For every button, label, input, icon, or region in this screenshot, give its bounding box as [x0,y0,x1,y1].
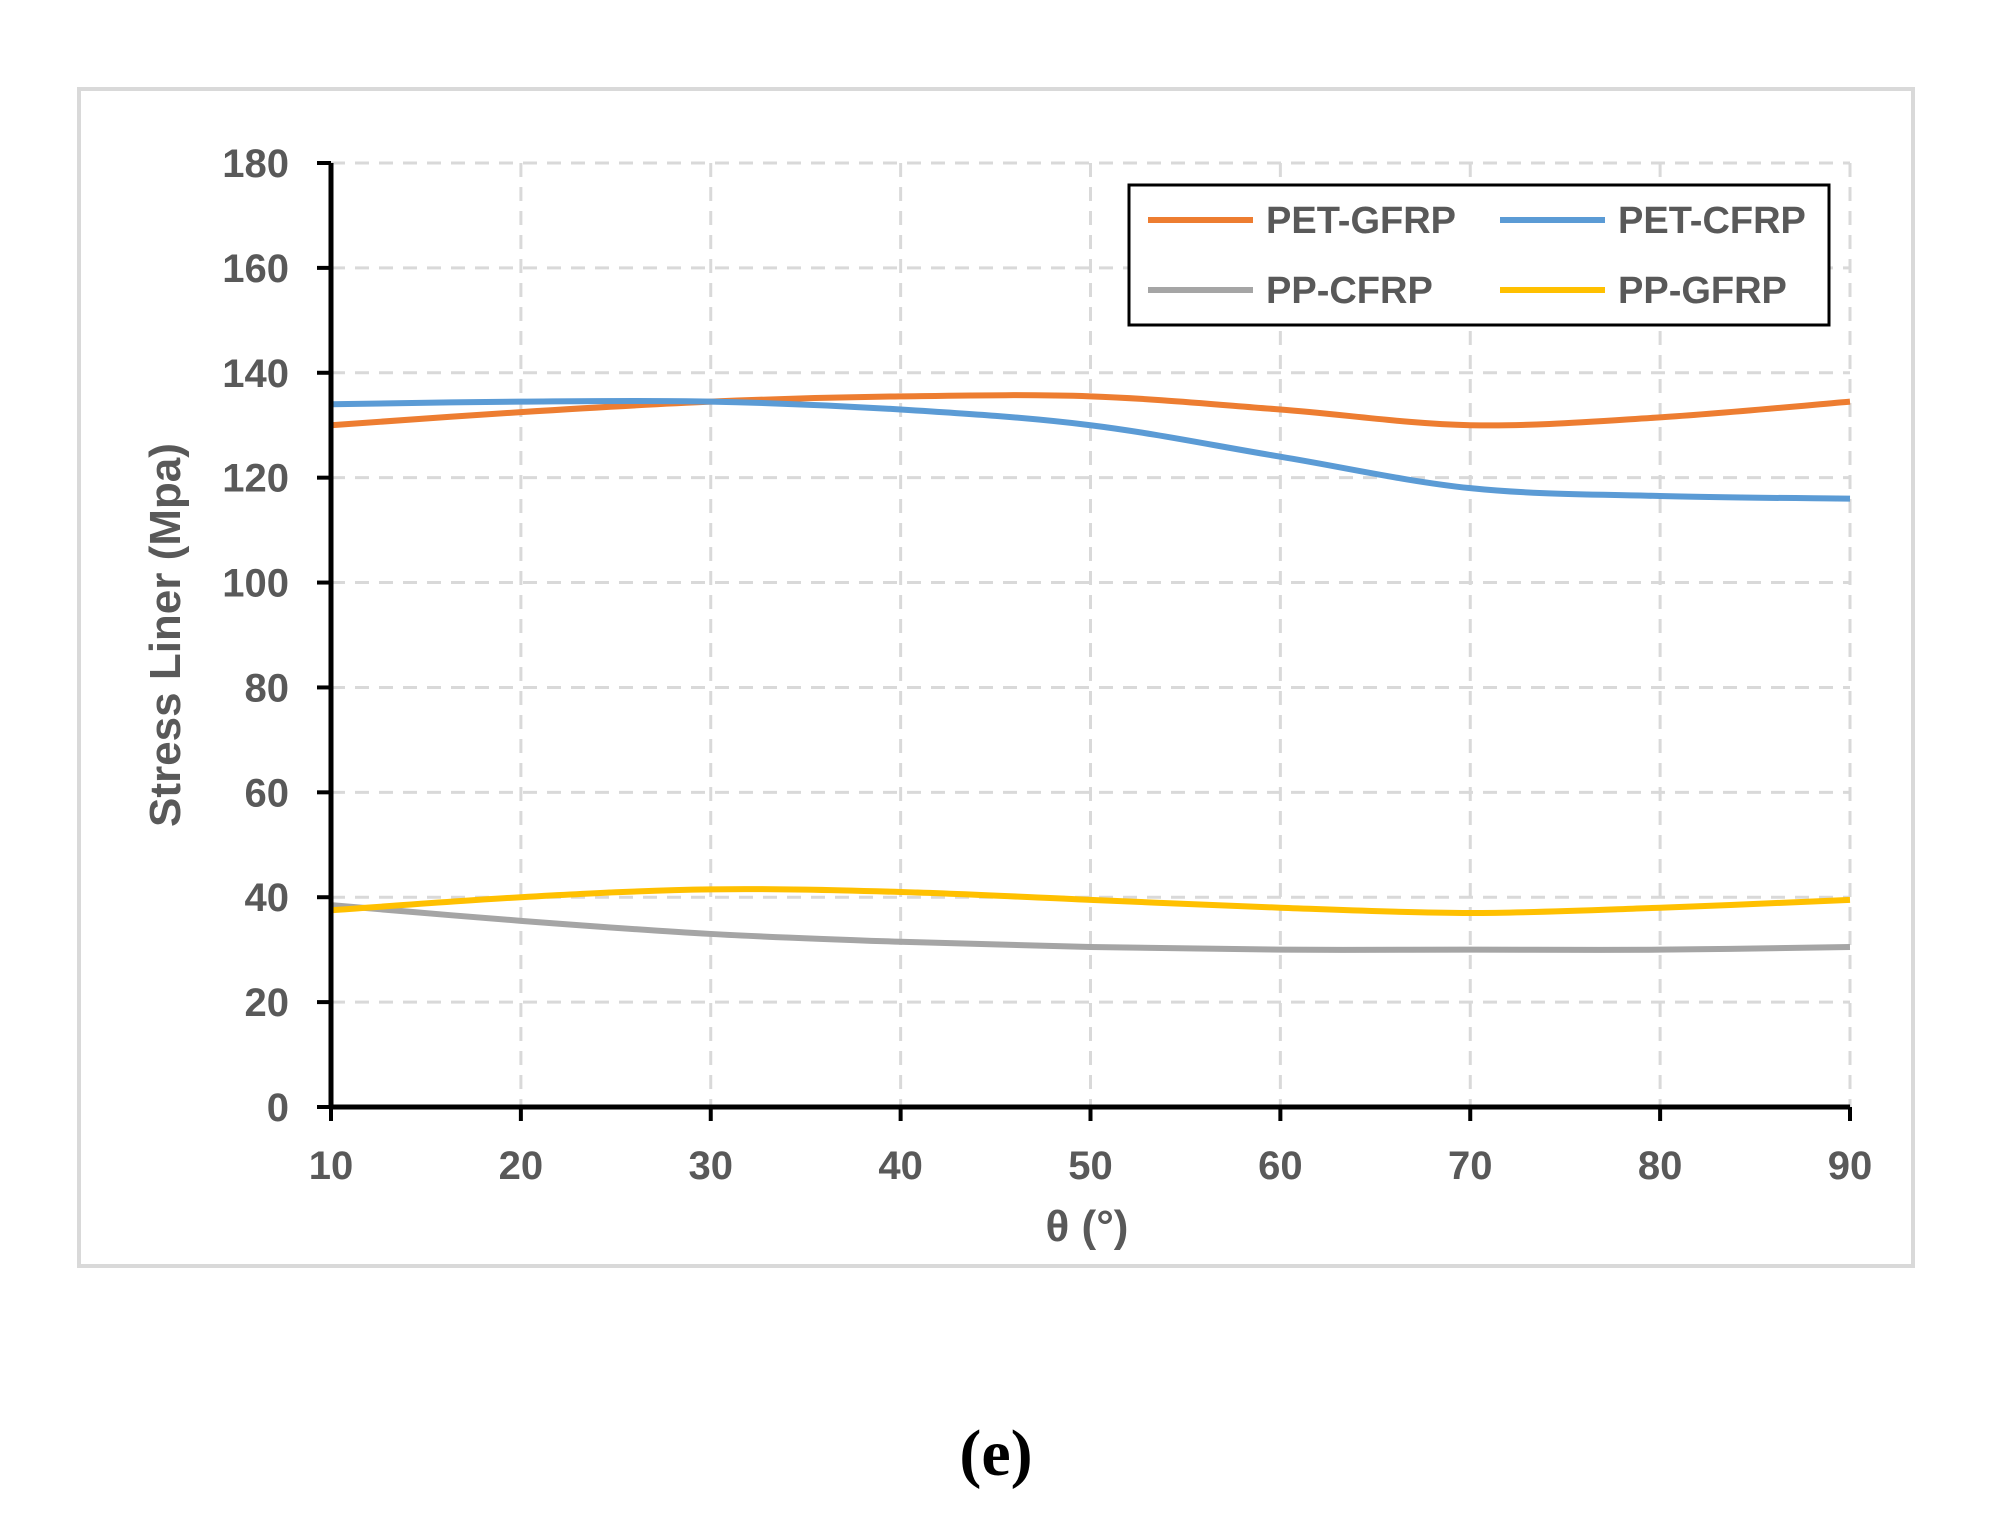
x-tick-label: 30 [689,1144,734,1188]
legend-box [1127,183,1831,327]
y-axis-title: Stress Liner (Mpa) [141,443,190,827]
figure-caption: (e) [959,1417,1032,1490]
y-tick-label: 0 [267,1086,289,1130]
series-line-pet-cfrp [330,397,1851,502]
y-tick-label: 160 [222,247,289,291]
x-tick-labels: 10 20 30 40 50 60 70 80 90 [309,1144,1873,1188]
x-tick-label: 80 [1638,1144,1683,1188]
axes [317,161,1852,1121]
x-tick-label: 50 [1068,1144,1113,1188]
legend-label-pp-gfrp: PP-GFRP [1618,270,1787,312]
legend-label-pet-cfrp: PET-CFRP [1618,200,1806,242]
x-tick-label: 70 [1448,1144,1493,1188]
x-tick-label: 60 [1258,1144,1303,1188]
horizontal-gridlines [331,161,1850,1004]
legend: PET-GFRP PET-CFRP PP-CFRP PP-GFRP [1127,183,1831,327]
x-tick-label: 20 [499,1144,544,1188]
y-tick-label: 60 [245,771,290,815]
series-line-pp-gfrp [330,886,1851,916]
legend-label-pet-gfrp: PET-GFRP [1266,200,1456,242]
y-tick-label: 140 [222,352,289,396]
series-line-pp-cfrp [330,902,1851,953]
x-tick-label: 90 [1828,1144,1873,1188]
y-tick-labels: 0 20 40 60 80 100 120 140 160 180 [222,142,289,1130]
y-tick-label: 40 [245,876,290,920]
series-lines [330,392,1851,953]
legend-label-pp-cfrp: PP-CFRP [1266,270,1433,312]
x-tick-label: 10 [309,1144,354,1188]
y-tick-label: 80 [245,666,290,710]
y-tick-label: 100 [222,562,289,606]
x-tick-label: 40 [878,1144,923,1188]
y-tick-label: 20 [245,981,290,1025]
y-tick-label: 120 [222,457,289,501]
series-line-pet-gfrp [330,392,1851,429]
x-axis-title: θ (°) [1046,1202,1129,1251]
y-tick-label: 180 [222,142,289,186]
